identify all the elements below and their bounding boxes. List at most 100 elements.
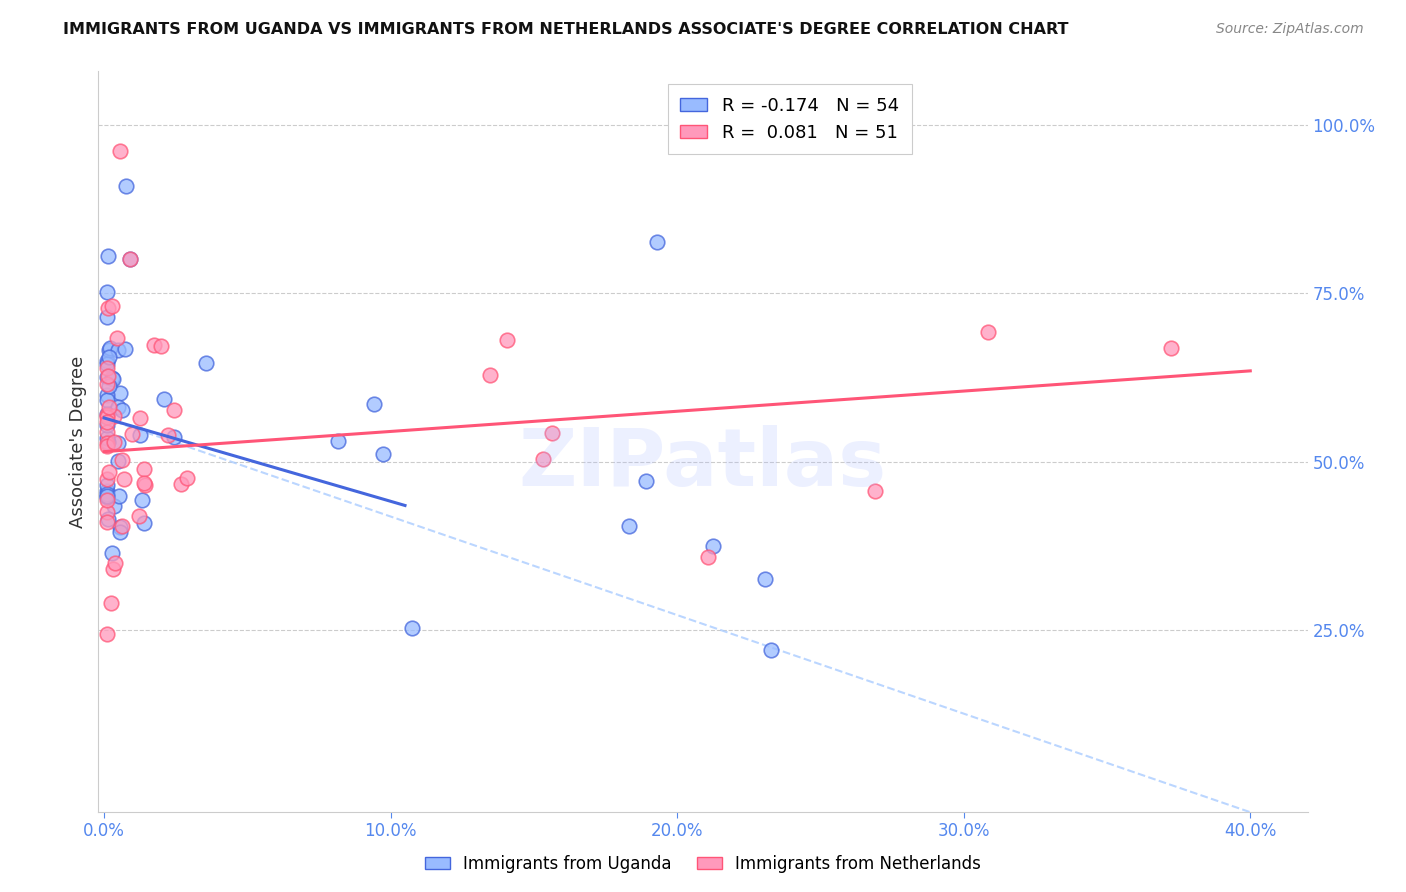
Point — [96, 407, 118, 421]
Point — [97, 368, 120, 383]
Point — [111, 519, 134, 533]
Point — [96, 418, 118, 433]
Point — [496, 333, 519, 347]
Point — [108, 520, 131, 534]
Point — [103, 499, 125, 513]
Point — [97, 343, 120, 358]
Text: Source: ZipAtlas.com: Source: ZipAtlas.com — [1216, 22, 1364, 37]
Point — [863, 484, 886, 499]
Point — [541, 426, 564, 441]
Point — [363, 397, 385, 411]
Point — [134, 516, 156, 531]
Point — [96, 627, 118, 641]
Point — [134, 462, 156, 476]
Point — [96, 515, 118, 529]
Point — [104, 556, 127, 570]
Point — [326, 434, 349, 449]
Point — [115, 179, 138, 194]
Point — [156, 428, 179, 442]
Point — [103, 434, 125, 449]
Point — [110, 385, 132, 400]
Text: ZIPatlas: ZIPatlas — [519, 425, 887, 503]
Point — [111, 402, 134, 417]
Point — [108, 145, 131, 159]
Legend: Immigrants from Uganda, Immigrants from Netherlands: Immigrants from Uganda, Immigrants from … — [419, 848, 987, 880]
Point — [96, 483, 118, 498]
Point — [129, 411, 152, 425]
Point — [96, 409, 118, 424]
Point — [96, 478, 118, 492]
Point — [96, 370, 118, 384]
Point — [97, 435, 120, 450]
Point — [96, 425, 118, 439]
Point — [107, 400, 129, 414]
Point — [96, 387, 118, 401]
Legend: R = -0.174   N = 54, R =  0.081   N = 51: R = -0.174 N = 54, R = 0.081 N = 51 — [668, 84, 911, 154]
Point — [479, 368, 502, 383]
Point — [96, 431, 118, 445]
Point — [96, 472, 118, 486]
Point — [100, 596, 122, 610]
Point — [105, 331, 128, 345]
Point — [153, 392, 176, 407]
Point — [107, 454, 129, 468]
Point — [96, 357, 118, 371]
Point — [97, 301, 120, 316]
Point — [101, 546, 124, 560]
Point — [96, 393, 118, 408]
Point — [170, 476, 193, 491]
Point — [754, 572, 776, 586]
Point — [118, 252, 141, 267]
Point — [163, 430, 186, 444]
Point — [96, 408, 118, 422]
Point — [371, 447, 394, 461]
Point — [96, 354, 118, 368]
Point — [103, 562, 125, 576]
Point — [702, 539, 724, 553]
Point — [150, 339, 173, 353]
Point — [114, 342, 136, 356]
Point — [118, 252, 141, 266]
Point — [131, 493, 153, 508]
Point — [195, 356, 218, 370]
Point — [97, 249, 120, 263]
Point — [96, 490, 118, 504]
Point — [96, 439, 118, 453]
Point — [107, 343, 129, 357]
Point — [1160, 341, 1182, 355]
Y-axis label: Associate's Degree: Associate's Degree — [69, 355, 87, 528]
Point — [108, 489, 131, 503]
Point — [977, 326, 1000, 340]
Point — [100, 299, 122, 313]
Point — [96, 489, 118, 503]
Point — [111, 453, 134, 467]
Point — [98, 350, 121, 364]
Point — [97, 465, 120, 479]
Point — [645, 235, 668, 249]
Point — [107, 436, 129, 450]
Point — [96, 487, 118, 501]
Point — [96, 493, 118, 508]
Point — [636, 474, 658, 488]
Point — [98, 341, 121, 355]
Point — [128, 509, 150, 524]
Point — [101, 372, 124, 386]
Point — [97, 512, 120, 526]
Point — [176, 471, 198, 485]
Point — [531, 451, 554, 466]
Point — [859, 104, 882, 119]
Point — [129, 428, 152, 442]
Point — [96, 435, 118, 450]
Point — [97, 378, 120, 392]
Point — [112, 472, 135, 486]
Point — [108, 524, 131, 539]
Point — [617, 518, 640, 533]
Point — [96, 310, 118, 325]
Point — [759, 643, 782, 657]
Point — [96, 361, 118, 376]
Point — [142, 338, 165, 352]
Point — [697, 549, 720, 564]
Point — [96, 376, 118, 391]
Point — [401, 621, 423, 635]
Point — [96, 505, 118, 519]
